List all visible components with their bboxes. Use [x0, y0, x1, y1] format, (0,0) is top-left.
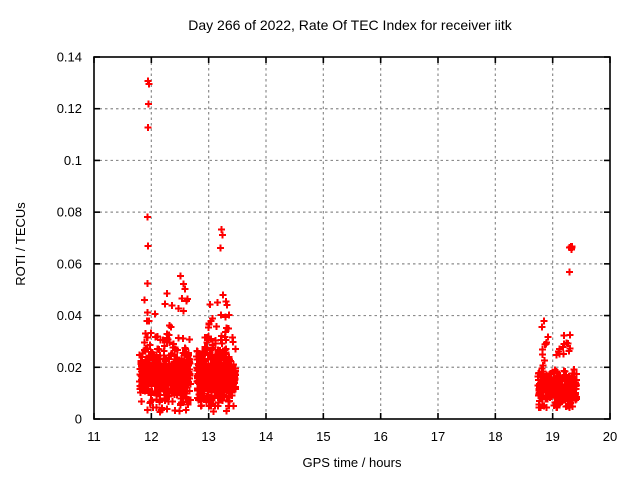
x-tick-label: 16 [373, 429, 387, 444]
x-tick-label: 17 [431, 429, 445, 444]
y-tick-label: 0.06 [57, 256, 82, 271]
x-tick-label: 12 [144, 429, 158, 444]
x-tick-label: 18 [488, 429, 502, 444]
y-tick-label: 0.08 [57, 205, 82, 220]
grid-layer [94, 57, 610, 419]
y-tick-label: 0 [75, 412, 82, 427]
y-tick-label: 0.04 [57, 308, 82, 323]
x-axis-label: GPS time / hours [303, 455, 402, 470]
y-tick-labels: 0 0.02 0.04 0.06 0.08 0.1 0.12 0.14 [57, 50, 82, 427]
x-tick-label: 14 [259, 429, 273, 444]
x-tick-label: 15 [316, 429, 330, 444]
y-tick-label: 0.02 [57, 360, 82, 375]
x-tick-label: 13 [201, 429, 215, 444]
y-tick-label: 0.14 [57, 50, 82, 65]
x-tick-label: 19 [545, 429, 559, 444]
x-tick-labels: 11 12 13 14 15 16 17 18 19 20 [87, 429, 617, 444]
scatter-points [136, 77, 580, 416]
x-tick-label: 20 [603, 429, 617, 444]
plot-border [93, 56, 611, 420]
chart-title: Day 266 of 2022, Rate Of TEC Index for r… [188, 17, 512, 33]
y-tick-label: 0.12 [57, 101, 82, 116]
y-tick-label: 0.1 [64, 153, 82, 168]
x-tick-label: 11 [87, 429, 101, 444]
scatter-points-layer [136, 77, 580, 416]
y-axis-label: ROTI / TECUs [13, 202, 28, 286]
